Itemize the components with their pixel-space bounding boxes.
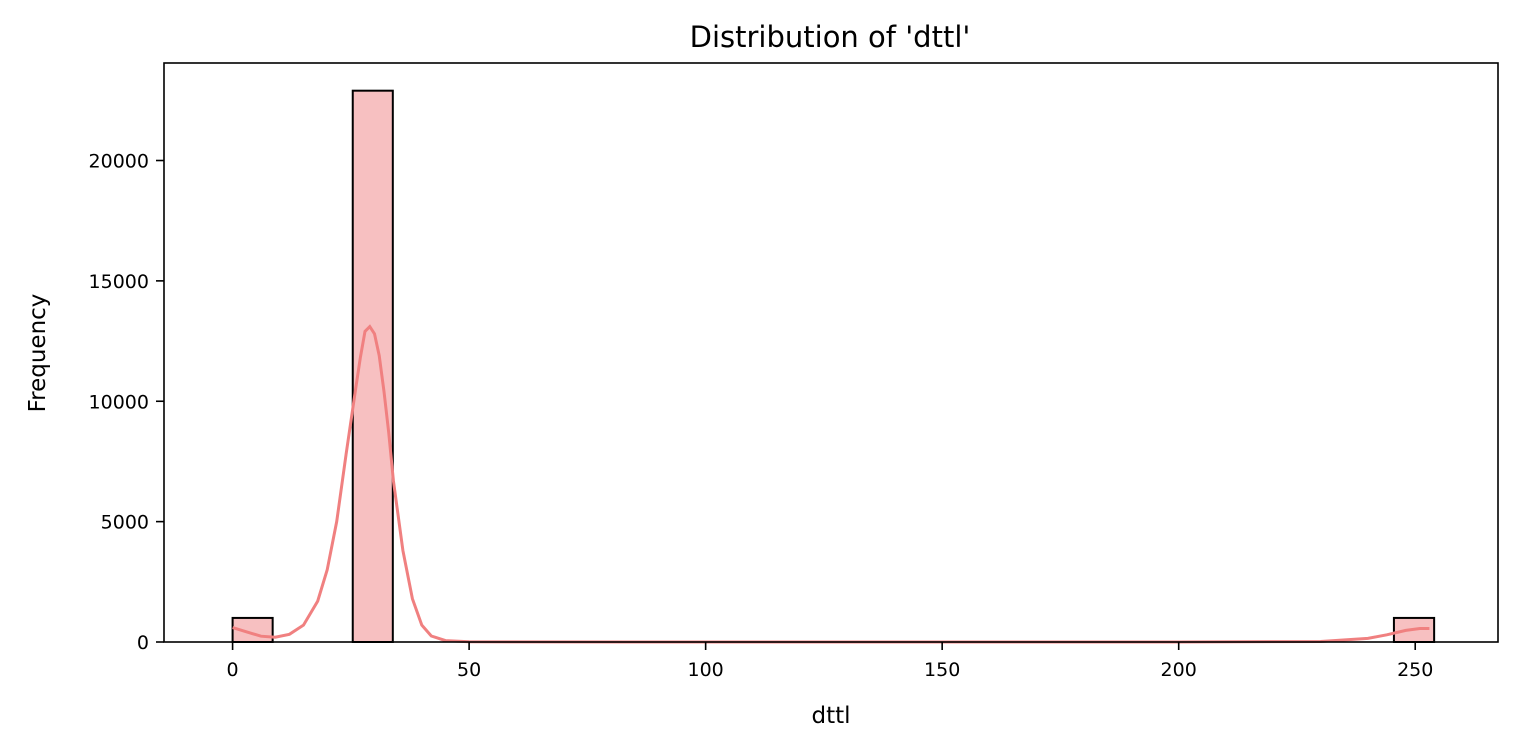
y-axis-title: Frequency [25,294,51,413]
x-tick-label: 100 [688,659,724,681]
kde-curve [232,324,1430,644]
x-tick-label: 250 [1397,659,1433,681]
x-tick-label: 0 [227,659,239,681]
y-tick-label: 0 [137,632,149,654]
y-tick-label: 10000 [89,391,149,413]
histogram-bars [231,89,1436,644]
x-tick-label: 150 [924,659,960,681]
y-tick-label: 15000 [89,271,149,293]
y-axis: 0 5000 10000 15000 20000 [89,151,164,654]
x-axis-title: dttl [811,703,850,729]
plot-frame [163,62,1499,643]
chart-title: Distribution of 'dttl' [690,20,971,54]
x-tick-label: 200 [1161,659,1197,681]
y-tick-label: 5000 [101,512,149,534]
x-tick-label: 50 [457,659,481,681]
x-axis: 0 50 100 150 200 250 [227,642,1433,681]
y-tick-label: 20000 [89,151,149,173]
